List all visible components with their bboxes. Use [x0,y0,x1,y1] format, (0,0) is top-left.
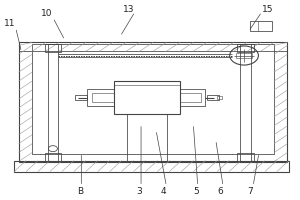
Text: 10: 10 [41,9,53,18]
Text: 3: 3 [137,187,142,196]
Bar [217,96,222,99]
Bar [92,93,114,102]
Bar [240,44,251,161]
Bar [114,81,180,114]
Bar [127,114,167,161]
Text: B: B [77,187,83,196]
Bar [237,153,254,161]
Bar [75,95,87,100]
Bar [14,161,289,171]
Text: 15: 15 [262,5,274,14]
Text: 5: 5 [194,187,199,196]
Text: 13: 13 [123,5,135,14]
Bar [32,44,274,154]
Bar [236,53,252,58]
Bar [250,21,272,31]
Text: 6: 6 [217,187,223,196]
Text: 7: 7 [247,187,253,196]
Bar [180,93,201,102]
Bar [237,44,254,52]
Bar [19,42,287,162]
Text: 11: 11 [4,19,15,28]
Text: 4: 4 [160,187,166,196]
Bar [45,44,61,52]
Bar [207,95,219,100]
Bar [87,89,114,106]
Bar [48,44,58,161]
Bar [180,89,205,106]
Bar [45,153,61,161]
